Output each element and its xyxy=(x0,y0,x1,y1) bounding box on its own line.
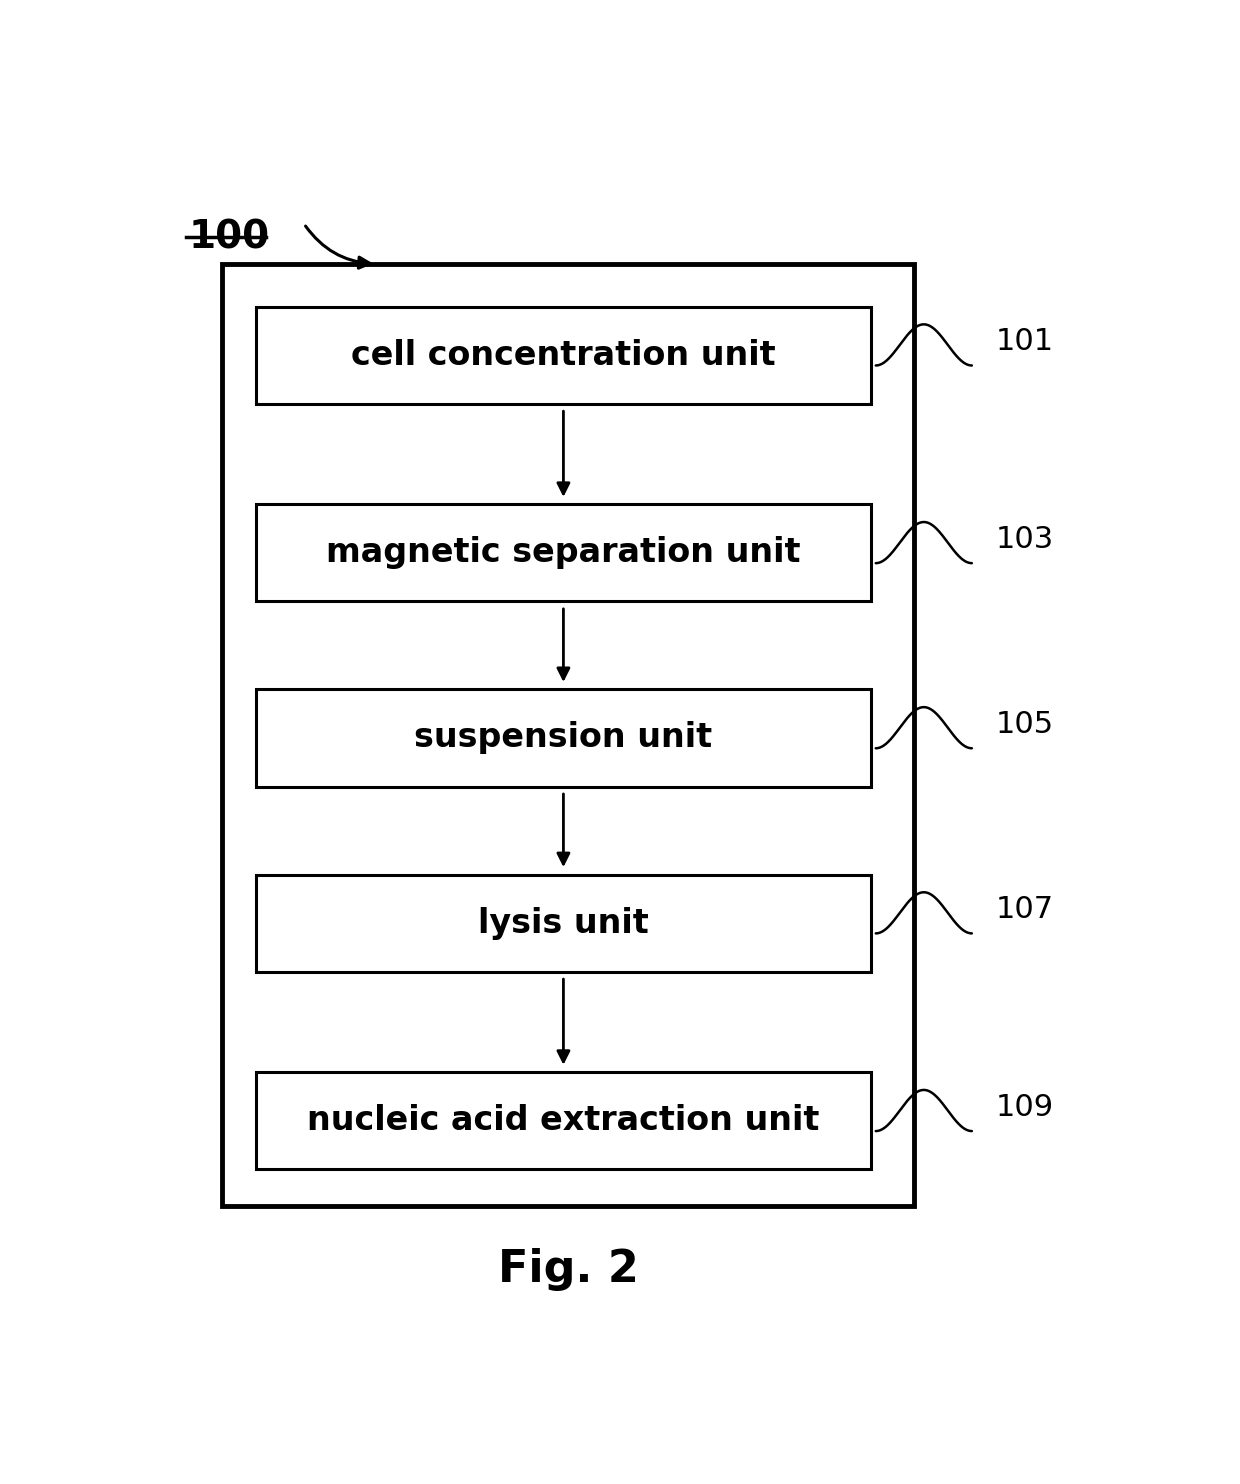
Text: suspension unit: suspension unit xyxy=(414,721,713,754)
Bar xyxy=(255,505,870,601)
Text: Fig. 2: Fig. 2 xyxy=(497,1248,639,1291)
Text: 100: 100 xyxy=(188,218,270,257)
Bar xyxy=(255,1073,870,1169)
Text: 105: 105 xyxy=(996,709,1054,739)
Bar xyxy=(255,874,870,972)
Text: 101: 101 xyxy=(996,326,1054,356)
Text: cell concentration unit: cell concentration unit xyxy=(351,338,776,371)
Text: 107: 107 xyxy=(996,895,1054,925)
Text: magnetic separation unit: magnetic separation unit xyxy=(326,536,801,570)
Text: 109: 109 xyxy=(996,1092,1054,1122)
Bar xyxy=(222,264,914,1206)
Text: 103: 103 xyxy=(996,525,1054,554)
Bar xyxy=(255,307,870,404)
Text: nucleic acid extraction unit: nucleic acid extraction unit xyxy=(308,1104,820,1137)
Text: lysis unit: lysis unit xyxy=(479,907,649,939)
Bar xyxy=(255,690,870,787)
